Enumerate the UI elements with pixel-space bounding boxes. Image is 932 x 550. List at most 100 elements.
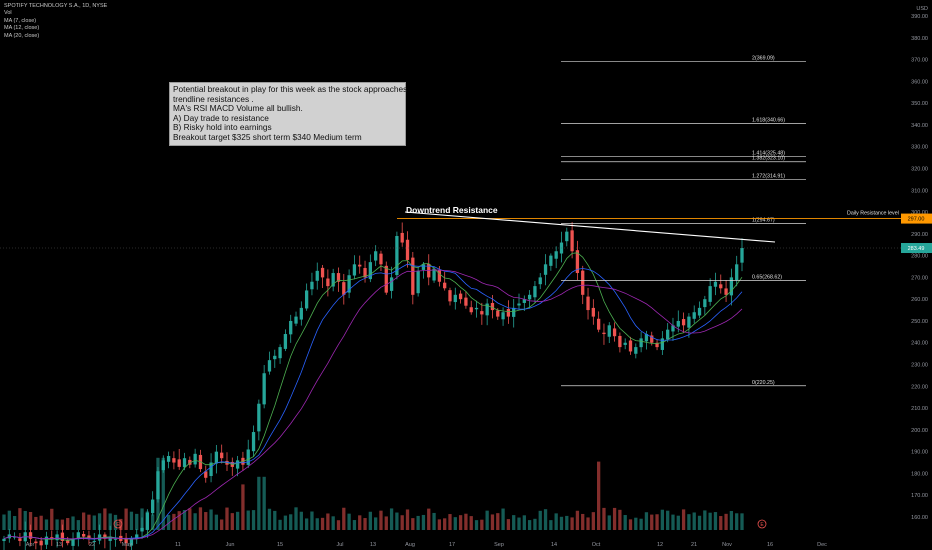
- candle-body[interactable]: [209, 462, 213, 477]
- candle-body[interactable]: [533, 286, 537, 298]
- candle-body[interactable]: [310, 281, 314, 290]
- candle-body[interactable]: [2, 538, 6, 542]
- candle-body[interactable]: [570, 230, 574, 252]
- candle-body[interactable]: [379, 253, 383, 265]
- candle-body[interactable]: [681, 319, 686, 326]
- candle-body[interactable]: [724, 288, 728, 295]
- candle-body[interactable]: [644, 334, 649, 342]
- candle-body[interactable]: [44, 536, 49, 545]
- candle-body[interactable]: [602, 332, 606, 335]
- candle-body[interactable]: [320, 267, 325, 278]
- candle-body[interactable]: [257, 403, 261, 432]
- candle-body[interactable]: [188, 459, 192, 465]
- candle-body[interactable]: [639, 338, 643, 348]
- candle-body[interactable]: [607, 325, 611, 337]
- candle-body[interactable]: [60, 532, 65, 541]
- candle-body[interactable]: [368, 262, 372, 280]
- candle-body[interactable]: [597, 318, 601, 330]
- candle-body[interactable]: [145, 512, 149, 530]
- candle-body[interactable]: [517, 303, 521, 306]
- candle-body[interactable]: [273, 355, 277, 360]
- indicator-volume[interactable]: Vol: [4, 10, 12, 17]
- candle-body[interactable]: [628, 340, 633, 352]
- candle-body[interactable]: [565, 231, 569, 242]
- candle-body[interactable]: [650, 335, 654, 343]
- candle-body[interactable]: [182, 458, 187, 468]
- candle-body[interactable]: [405, 239, 410, 260]
- candle-body[interactable]: [618, 335, 622, 348]
- candle-body[interactable]: [527, 294, 532, 300]
- candle-body[interactable]: [103, 534, 107, 539]
- candle-body[interactable]: [437, 269, 442, 282]
- candle-body[interactable]: [735, 264, 739, 281]
- candle-body[interactable]: [156, 471, 160, 500]
- candle-body[interactable]: [113, 538, 118, 540]
- candle-body[interactable]: [522, 299, 526, 303]
- candle-body[interactable]: [697, 307, 702, 316]
- candle-body[interactable]: [12, 536, 17, 538]
- candle-body[interactable]: [400, 232, 404, 243]
- candle-body[interactable]: [458, 293, 463, 300]
- candle-body[interactable]: [71, 538, 75, 546]
- candle-body[interactable]: [586, 296, 590, 311]
- candle-body[interactable]: [315, 270, 319, 281]
- candle-body[interactable]: [81, 533, 86, 537]
- candle-body[interactable]: [469, 307, 473, 313]
- candle-body[interactable]: [140, 527, 144, 532]
- candle-body[interactable]: [246, 449, 250, 465]
- downtrend-trendline[interactable]: [404, 211, 776, 243]
- candle-body[interactable]: [193, 453, 197, 465]
- candle-body[interactable]: [692, 312, 696, 319]
- candle-body[interactable]: [581, 270, 585, 295]
- candle-body[interactable]: [485, 303, 489, 316]
- candle-body[interactable]: [283, 334, 288, 349]
- earnings-marker[interactable]: [757, 519, 767, 529]
- candle-body[interactable]: [512, 307, 516, 317]
- indicator-ma20[interactable]: MA (20, close): [4, 32, 40, 39]
- candle-body[interactable]: [384, 265, 388, 293]
- candle-body[interactable]: [490, 302, 495, 311]
- candle-body[interactable]: [151, 499, 155, 514]
- candle-body[interactable]: [432, 268, 436, 281]
- candle-body[interactable]: [92, 540, 96, 542]
- candle-body[interactable]: [331, 273, 335, 287]
- candle-body[interactable]: [124, 537, 128, 544]
- candle-body[interactable]: [713, 281, 718, 287]
- candle-body[interactable]: [660, 338, 665, 350]
- candle-body[interactable]: [740, 248, 744, 263]
- candle-body[interactable]: [76, 532, 80, 539]
- candle-body[interactable]: [464, 297, 468, 306]
- candle-body[interactable]: [719, 284, 723, 289]
- candle-body[interactable]: [612, 328, 617, 337]
- candle-body[interactable]: [358, 264, 362, 267]
- candle-body[interactable]: [28, 532, 33, 539]
- candle-body[interactable]: [480, 311, 484, 315]
- candle-body[interactable]: [575, 250, 580, 274]
- candle-body[interactable]: [496, 310, 500, 317]
- candle-body[interactable]: [363, 268, 367, 278]
- candle-body[interactable]: [474, 307, 479, 310]
- candle-body[interactable]: [278, 347, 282, 359]
- candle-body[interactable]: [623, 342, 627, 345]
- candle-body[interactable]: [554, 251, 558, 259]
- candle-body[interactable]: [453, 294, 457, 303]
- candle-body[interactable]: [671, 325, 675, 332]
- candle-body[interactable]: [634, 347, 638, 354]
- candle-body[interactable]: [161, 460, 165, 471]
- candle-body[interactable]: [395, 236, 399, 276]
- candle-body[interactable]: [289, 320, 293, 335]
- candle-body[interactable]: [708, 286, 712, 302]
- candle-body[interactable]: [374, 251, 378, 261]
- candle-body[interactable]: [204, 471, 208, 478]
- candle-body[interactable]: [39, 540, 43, 546]
- candle-body[interactable]: [220, 452, 224, 459]
- candle-body[interactable]: [294, 316, 298, 324]
- candle-body[interactable]: [326, 278, 330, 287]
- candle-body[interactable]: [304, 290, 309, 309]
- candle-body[interactable]: [18, 538, 22, 541]
- candle-body[interactable]: [687, 316, 691, 328]
- candle-body[interactable]: [389, 277, 394, 291]
- candle-body[interactable]: [543, 264, 548, 275]
- candle-body[interactable]: [538, 277, 542, 285]
